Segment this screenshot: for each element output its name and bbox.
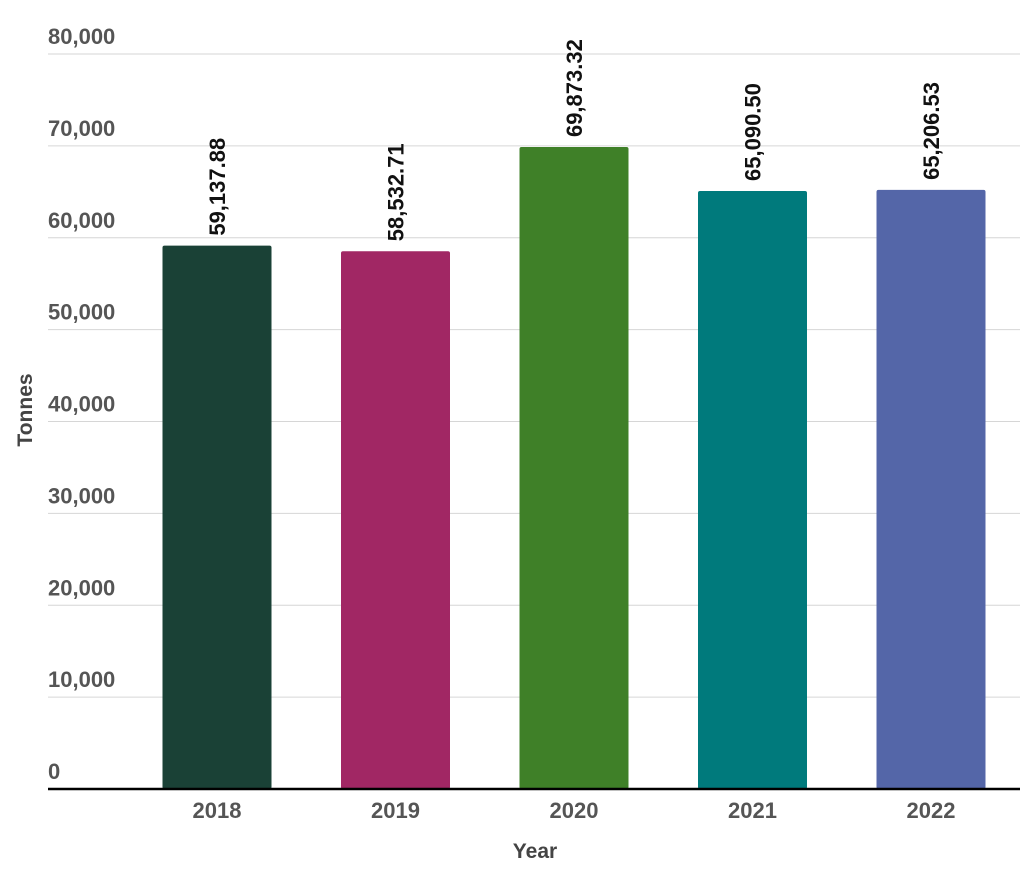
y-tick-label: 10,000 [48, 667, 115, 692]
y-tick-label: 50,000 [48, 300, 115, 325]
y-axis-ticks: 0 10,000 20,000 30,000 40,000 50,000 60,000 70,… [48, 24, 115, 784]
y-tick-label: 60,000 [48, 208, 115, 233]
bar-2018 [162, 245, 272, 790]
x-tick-label-2018: 2018 [193, 798, 242, 823]
y-axis-title: Tonnes [14, 373, 37, 446]
data-labels: 59,137.88 58,532.71 69,873.32 65,090.50 65,2… [205, 39, 944, 241]
y-tick-label: 20,000 [48, 575, 115, 600]
x-tick-label-2021: 2021 [728, 798, 777, 823]
data-label-2020: 69,873.32 [562, 39, 587, 137]
y-tick-label: 80,000 [48, 24, 115, 49]
data-label-2022: 65,206.53 [919, 82, 944, 180]
x-axis-ticks: 2018 2019 2020 2021 2022 [193, 798, 956, 823]
x-tick-label-2022: 2022 [907, 798, 956, 823]
x-axis-title: Year [513, 840, 557, 863]
y-tick-label: 70,000 [48, 116, 115, 141]
y-tick-label: 30,000 [48, 483, 115, 508]
data-label-2018: 59,137.88 [205, 138, 230, 236]
bar-2020 [519, 147, 629, 789]
data-label-2021: 65,090.50 [741, 83, 766, 181]
bars [162, 147, 986, 790]
bar-2019 [341, 251, 450, 790]
data-label-2019: 58,532.71 [384, 143, 409, 241]
x-tick-label-2019: 2019 [371, 798, 420, 823]
bar-2021 [698, 190, 807, 790]
y-tick-label: 0 [48, 759, 60, 784]
x-tick-label-2020: 2020 [550, 798, 599, 823]
bar-2022 [876, 189, 986, 789]
y-tick-label: 40,000 [48, 392, 115, 417]
